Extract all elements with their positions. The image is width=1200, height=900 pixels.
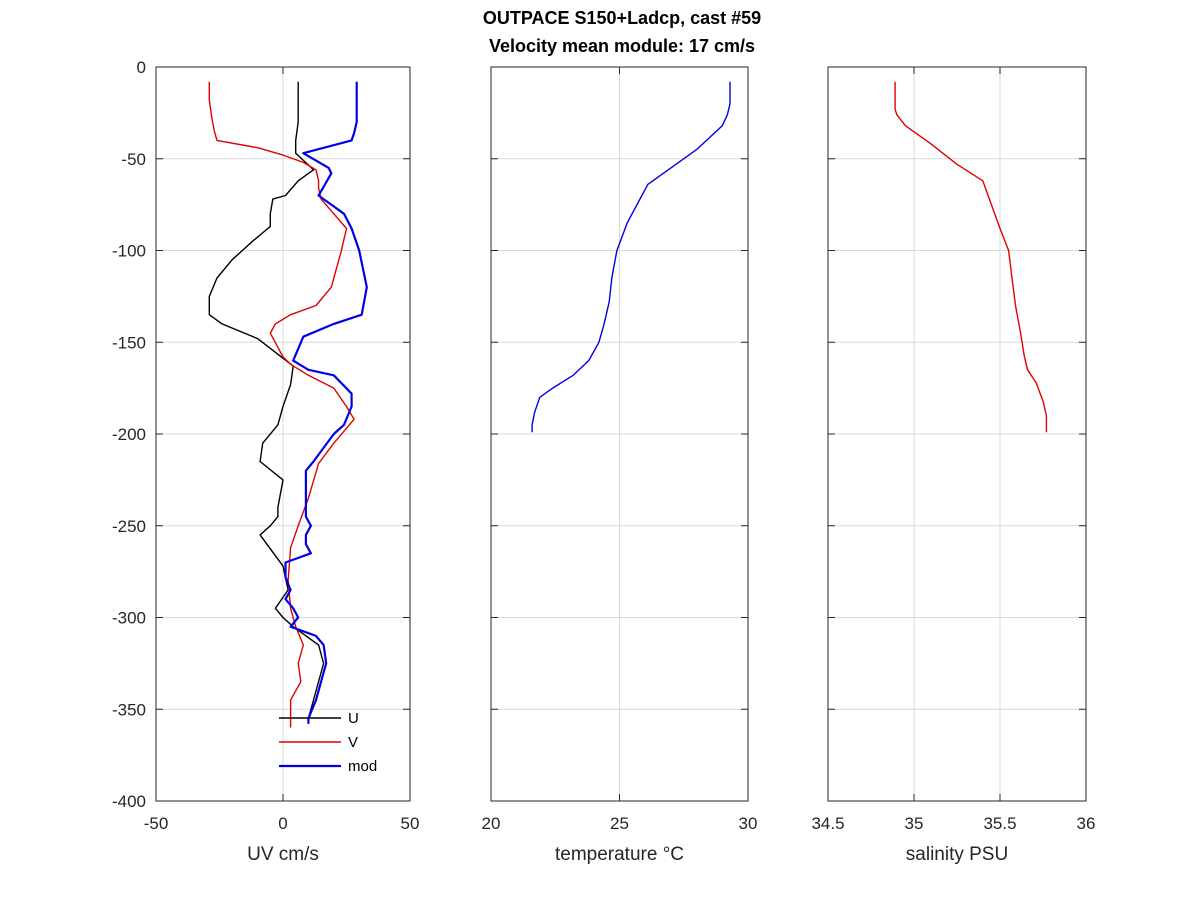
x-tick-label: 35: [905, 814, 924, 833]
y-tick-label: -350: [112, 700, 146, 719]
figure-title-line1: OUTPACE S150+Ladcp, cast #59: [483, 8, 761, 28]
legend-label-mod: mod: [348, 758, 377, 775]
profile-line: [531, 81, 731, 433]
legend-label-u: U: [348, 710, 359, 727]
x-axis-label: salinity PSU: [906, 844, 1008, 865]
x-tick-label: 25: [610, 814, 629, 833]
y-tick-label: 0: [137, 58, 146, 77]
subplot-3: 34.5 35 35.5 36 salinity PSU: [811, 66, 1096, 865]
x-tick-label: 20: [482, 814, 501, 833]
subplot-2: 20 25 30 temperature °C: [482, 66, 758, 865]
y-tick-label: -400: [112, 792, 146, 811]
x-tick-label: 30: [739, 814, 758, 833]
series-line-mod: [284, 81, 368, 724]
y-tick-label: -250: [112, 517, 146, 536]
legend-label-v: V: [348, 734, 358, 751]
y-tick-label: -150: [112, 333, 146, 352]
axes-frame: [155, 66, 411, 802]
y-tick-label: -200: [112, 425, 146, 444]
figure-title-line2: Velocity mean module: 17 cm/s: [489, 36, 755, 56]
axes-frame: [827, 66, 1087, 802]
x-tick-label: -50: [144, 814, 169, 833]
y-tick-label: -300: [112, 609, 146, 628]
subplot-1: -50 0 50 0 -50 -100 -150 -200 -250 -300 -350 -400 UV…: [112, 58, 419, 865]
x-tick-label: 0: [278, 814, 287, 833]
subplot-panels: -50 0 50 0 -50 -100 -150 -200 -250 -300 -350 -400 UV…: [112, 58, 1095, 865]
profile-line: [894, 81, 1048, 433]
x-axis-label: UV cm/s: [247, 844, 319, 865]
x-tick-label: 36: [1077, 814, 1096, 833]
y-tick-label: -50: [121, 150, 146, 169]
y-tick-label: -100: [112, 242, 146, 261]
series-line-v: [208, 81, 355, 728]
x-tick-label: 50: [401, 814, 420, 833]
x-tick-label: 35.5: [983, 814, 1016, 833]
x-axis-label: temperature °C: [555, 844, 684, 865]
x-tick-label: 34.5: [811, 814, 844, 833]
axes-frame: [490, 66, 749, 802]
